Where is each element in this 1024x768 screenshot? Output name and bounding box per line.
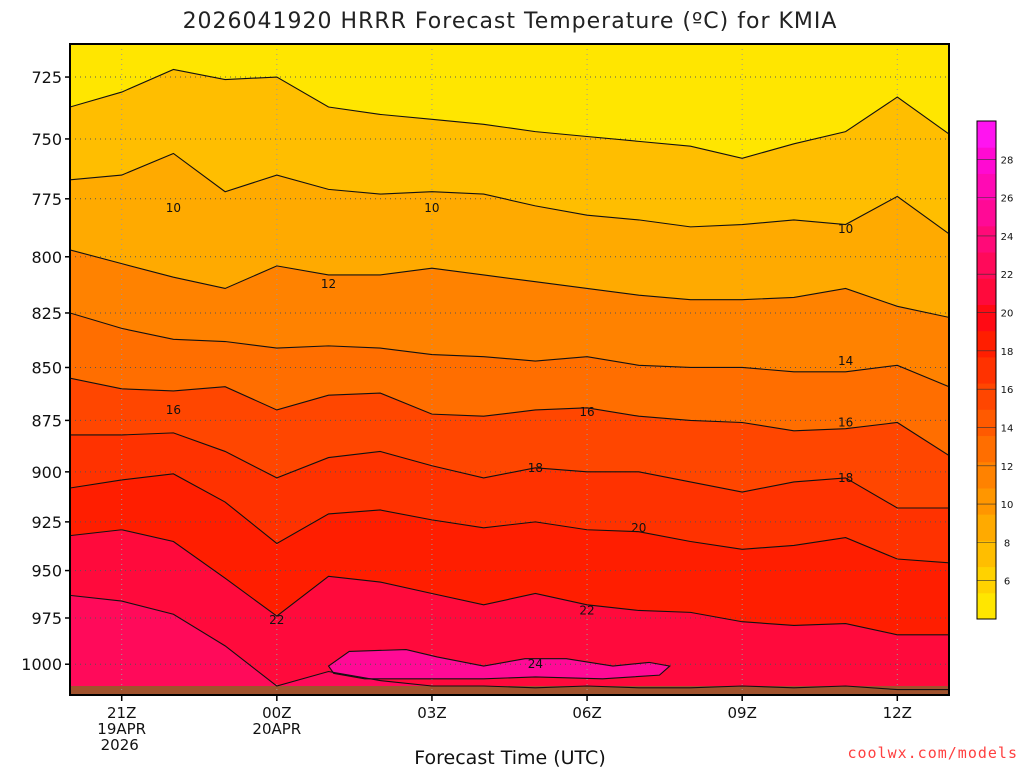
band-fill-pocket-24 [328, 649, 670, 679]
x-axis-label: Forecast Time (UTC) [414, 747, 605, 768]
contour-line-12 [70, 312, 949, 388]
contour-label: 10 [424, 201, 439, 215]
y-tick-label: 1000 [21, 655, 62, 674]
colorbar-tick-label: 8 [1004, 538, 1010, 549]
colorbar-tick-label: 12 [1001, 462, 1014, 473]
band-fill-above-22 [70, 595, 949, 695]
y-tick-label: 850 [31, 358, 62, 377]
contour-label: 14 [838, 354, 853, 368]
y-tick-label: 800 [31, 248, 62, 267]
colorbar-swatch [977, 225, 996, 253]
colorbar-tick-label: 26 [1001, 194, 1014, 205]
y-tick-label: 750 [31, 130, 62, 149]
colorbar-swatch [977, 592, 996, 620]
colorbar-swatch [977, 356, 996, 384]
colorbar: 6 8 10 12 14 16 18 20 22 24 26 28 [976, 120, 1014, 620]
x-tick-label: 19APR [97, 720, 146, 738]
contour-label: 22 [579, 603, 594, 617]
x-tick-label: 20APR [252, 720, 301, 738]
contour-line-22 [70, 594, 949, 691]
x-tick-label: 12Z [883, 704, 912, 722]
colorbar-tick-label: 22 [1001, 270, 1014, 281]
y-tick-label: 950 [31, 562, 62, 581]
colorbar-frame [976, 120, 997, 620]
temperature-fill [70, 44, 949, 695]
colorbar-swatch [977, 514, 996, 541]
band-fill-above-20 [70, 529, 949, 695]
contour-label: 10 [838, 222, 853, 236]
colorbar-swatch [977, 435, 996, 463]
colorbar-swatch [977, 173, 996, 201]
x-tick-label: 00Z [262, 704, 291, 722]
colorbar-swatch [977, 383, 996, 410]
colorbar-swatch [977, 252, 996, 279]
chart-title: 2026041920 HRRR Forecast Temperature (ºC… [183, 9, 838, 34]
contour-label: 20 [631, 521, 646, 535]
plot-frame [69, 43, 950, 696]
contour-label: 16 [579, 405, 594, 419]
colorbar-swatch [977, 278, 996, 305]
contour-label: 22 [269, 613, 284, 627]
colorbar-swatch [977, 304, 996, 332]
contour-label: 18 [528, 461, 543, 475]
x-tick-label: 09Z [727, 704, 756, 722]
colorbar-swatch [977, 121, 996, 148]
colorbar-swatch [977, 199, 996, 227]
colorbar-tick-label: 18 [1001, 347, 1014, 358]
colorbar-tick-label: 24 [1001, 232, 1014, 243]
y-tick-label: 975 [31, 609, 62, 628]
contour-labels: 10 10 10 12 14 16 16 16 18 18 20 22 22 24 [166, 201, 853, 671]
colorbar-tick-label: 6 [1004, 577, 1010, 588]
y-tick-label: 875 [31, 411, 62, 430]
colorbar-swatch [977, 566, 996, 594]
colorbar-tick-label: 28 [1001, 155, 1014, 166]
plot-area: 10 10 10 12 14 16 16 16 18 18 20 22 22 24 [69, 43, 950, 696]
y-tick-label: 925 [31, 513, 62, 532]
x-tick-label: 2026 [101, 736, 139, 754]
contour-line-16 [70, 432, 949, 509]
contour-line-10 [70, 249, 949, 318]
x-tick-label: 03Z [417, 704, 446, 722]
colorbar-tick-label: 10 [1001, 500, 1014, 511]
colorbar-tick-label: 14 [1001, 423, 1014, 434]
colorbar-swatch [977, 409, 996, 437]
colorbar-swatch [977, 461, 996, 489]
colorbar-swatch [977, 540, 996, 568]
colorbar-tick-label: 16 [1001, 385, 1014, 396]
y-tick-label: 775 [31, 190, 62, 209]
contour-label: 16 [166, 403, 181, 417]
credit-text: coolwx.com/models [847, 744, 1018, 762]
contour-label: 24 [528, 657, 543, 671]
contour-line-6 [70, 68, 949, 159]
contour-label: 16 [838, 415, 853, 429]
contour-line-20 [70, 529, 949, 636]
y-tick-label: 825 [31, 304, 62, 323]
colorbar-swatch [977, 330, 996, 358]
y-tick-label: 900 [31, 463, 62, 482]
x-tick-label: 06Z [572, 704, 601, 722]
colorbar-tick-label: 20 [1001, 309, 1014, 320]
contour-line-14 [70, 377, 949, 457]
contour-label: 10 [166, 201, 181, 215]
y-tick-label: 725 [31, 68, 62, 87]
contour-line-8 [70, 152, 949, 235]
contour-lines [70, 68, 949, 691]
colorbar-swatch [977, 147, 996, 174]
colorbar-swatch [977, 487, 996, 515]
grid-lines [70, 44, 949, 695]
x-tick-label: 21Z [107, 704, 136, 722]
contour-label: 18 [838, 471, 853, 485]
contour-line-18 [70, 473, 949, 564]
y-axis: 725 750 775 800 825 850 875 900 925 950 975 1000 [21, 68, 70, 674]
contour-line-24 [327, 649, 672, 680]
contour-label: 12 [321, 277, 336, 291]
ground-surface [70, 686, 949, 695]
